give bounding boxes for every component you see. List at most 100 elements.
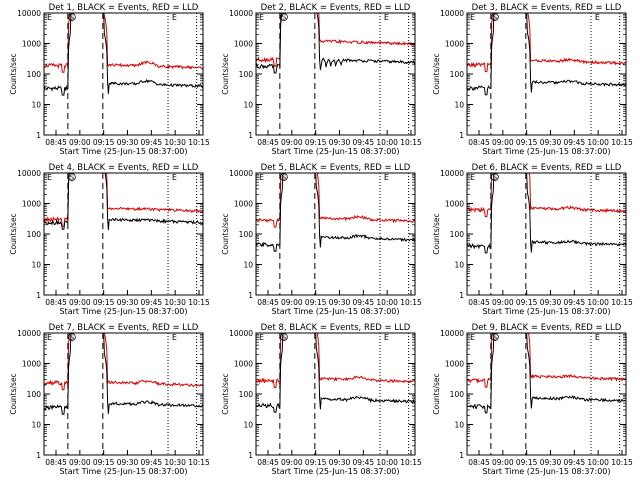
y-tick-label-5-3: 100	[239, 230, 254, 239]
x-tick-label-8-6: 10:00	[376, 458, 398, 467]
series-events-line-3	[467, 13, 626, 96]
panel-title-1: Det 1, BLACK = Events, RED = LLD	[49, 3, 199, 13]
e-marker-left-label-6: E	[470, 173, 475, 182]
x-tick-label-5-2: 09:00	[281, 298, 303, 307]
x-tick-label-1-3: 09:15	[93, 138, 115, 147]
x-tick-label-8-3: 09:15	[305, 458, 327, 467]
x-tick-label-4-6: 10:30	[164, 298, 186, 307]
y-axis-label-6: Counts/sec	[432, 213, 441, 254]
y-tick-label-6-1: 1	[459, 291, 464, 300]
x-tick-label-3-4: 09:30	[540, 138, 562, 147]
y-tick-label-5-1: 1	[248, 291, 253, 300]
x-tick-label-8-7: 10:15	[400, 458, 422, 467]
y-tick-label-4-3: 100	[27, 230, 42, 239]
y-tick-label-5-2: 10	[243, 261, 253, 270]
x-tick-label-6-6: 10:00	[587, 298, 609, 307]
series-events-line-7	[44, 333, 203, 415]
panel-det-7: S E E 1 10 100 1000 10000 08:45 09:00 09:15 09:30 09…	[9, 323, 210, 476]
x-tick-label-4-7: 10:15	[188, 298, 210, 307]
y-tick-label-4-4: 1000	[22, 200, 41, 209]
y-tick-label-6-4: 1000	[445, 200, 464, 209]
s-marker-label-9: S	[493, 334, 498, 342]
e-marker-label-2: E	[384, 13, 389, 22]
y-tick-label-1-3: 100	[27, 70, 42, 79]
x-tick-label-7-7: 10:15	[188, 458, 210, 467]
x-tick-label-9-3: 09:15	[516, 458, 538, 467]
x-tick-label-2-6: 10:00	[376, 138, 398, 147]
x-tick-label-7-2: 09:00	[69, 458, 91, 467]
x-tick-label-1-7: 10:15	[188, 138, 210, 147]
x-tick-label-7-4: 09:30	[117, 458, 139, 467]
y-tick-label-6-5: 10000	[440, 169, 464, 178]
x-tick-label-3-5: 09:45	[564, 138, 586, 147]
y-tick-label-2-1: 1	[248, 131, 253, 140]
x-tick-label-3-7: 10:15	[611, 138, 633, 147]
panel-title-3: Det 3, BLACK = Events, RED = LLD	[472, 3, 622, 13]
y-tick-label-9-2: 10	[454, 421, 464, 430]
x-tick-label-7-3: 09:15	[93, 458, 115, 467]
e-marker-left-label-8: E	[259, 333, 264, 342]
x-tick-label-4-3: 09:15	[93, 298, 115, 307]
x-tick-label-7-6: 10:30	[164, 458, 186, 467]
x-tick-label-9-5: 09:45	[564, 458, 586, 467]
y-tick-label-1-1: 1	[36, 131, 41, 140]
e-marker-left-label-5: E	[259, 173, 264, 182]
y-axis-label-4: Counts/sec	[9, 213, 18, 254]
y-tick-label-1-5: 10000	[17, 9, 41, 18]
e-marker-label-1: E	[172, 13, 177, 22]
x-tick-label-4-1: 08:45	[45, 298, 67, 307]
x-tick-label-2-5: 09:45	[353, 138, 375, 147]
y-tick-label-8-3: 100	[239, 390, 254, 399]
x-tick-label-6-7: 10:15	[611, 298, 633, 307]
y-tick-label-7-2: 10	[31, 421, 41, 430]
x-tick-label-4-5: 09:45	[141, 298, 163, 307]
e-marker-label-7: E	[172, 333, 177, 342]
x-tick-label-2-2: 09:00	[281, 138, 303, 147]
y-axis-label-5: Counts/sec	[221, 213, 230, 254]
x-tick-label-5-6: 10:00	[376, 298, 398, 307]
x-tick-label-7-5: 09:45	[141, 458, 163, 467]
x-axis-label-9: Start Time (25-Jun-15 08:37:00)	[483, 467, 611, 476]
y-tick-label-2-5: 10000	[229, 9, 253, 18]
x-tick-label-8-2: 09:00	[281, 458, 303, 467]
y-axis-label-2: Counts/sec	[221, 53, 230, 94]
y-tick-label-4-2: 10	[31, 261, 41, 270]
series-events-line-2	[256, 13, 415, 74]
s-marker-label-7: S	[70, 334, 75, 342]
series-lld-line-7	[44, 333, 203, 391]
panel-title-2: Det 2, BLACK = Events, RED = LLD	[261, 3, 411, 13]
s-marker-label-3: S	[493, 14, 498, 22]
series-events-line-8	[256, 333, 415, 413]
y-tick-label-8-2: 10	[243, 421, 253, 430]
x-tick-label-4-4: 09:30	[117, 298, 139, 307]
x-tick-label-6-4: 09:30	[540, 298, 562, 307]
x-tick-label-5-7: 10:15	[400, 298, 422, 307]
e-marker-label-9: E	[595, 333, 600, 342]
s-marker-label-6: S	[493, 174, 498, 182]
series-events-line-1	[44, 13, 203, 96]
panel-title-4: Det 4, BLACK = Events, RED = LLD	[49, 163, 199, 173]
y-tick-label-1-4: 1000	[22, 40, 41, 49]
x-tick-label-6-5: 09:45	[564, 298, 586, 307]
panel-title-6: Det 6, BLACK = Events, RED = LLD	[472, 163, 622, 173]
y-tick-label-9-5: 10000	[440, 329, 464, 338]
panel-det-4: S E E 1 10 100 1000 10000 08:45 09:00 09:15 09:30 09…	[9, 163, 210, 316]
y-axis-label-9: Counts/sec	[432, 373, 441, 414]
panel-det-5: S E E 1 10 100 1000 10000 08:45 09:00 09:15 09:30 09…	[221, 163, 422, 316]
y-axis-label-3: Counts/sec	[432, 53, 441, 94]
s-marker-label-1: S	[70, 14, 75, 22]
x-axis-label-8: Start Time (25-Jun-15 08:37:00)	[272, 467, 400, 476]
y-tick-label-3-1: 1	[459, 131, 464, 140]
y-tick-label-2-2: 10	[243, 101, 253, 110]
e-marker-left-label-4: E	[47, 173, 52, 182]
panel-title-5: Det 5, BLACK = Events, RED = LLD	[261, 163, 411, 173]
e-marker-left-label-1: E	[47, 13, 52, 22]
y-tick-label-7-5: 10000	[17, 329, 41, 338]
x-tick-label-8-1: 08:45	[257, 458, 279, 467]
x-tick-label-1-4: 09:30	[117, 138, 139, 147]
e-marker-label-6: E	[595, 173, 600, 182]
x-tick-label-1-6: 10:30	[164, 138, 186, 147]
series-lld-line-4	[44, 173, 203, 227]
y-tick-label-5-4: 1000	[234, 200, 253, 209]
y-tick-label-8-4: 1000	[234, 360, 253, 369]
